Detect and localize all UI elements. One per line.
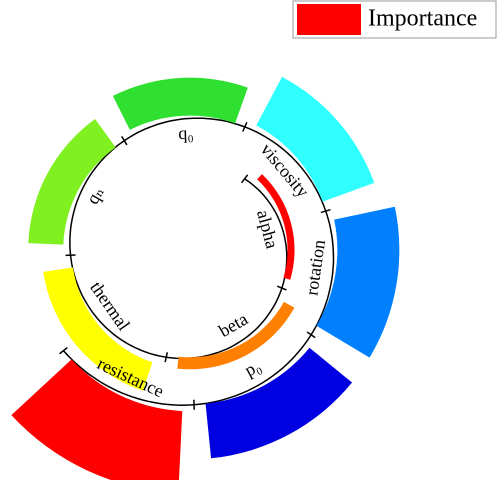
axis-tick: [164, 352, 169, 363]
axis-tick: [306, 331, 316, 339]
bar: [256, 76, 375, 202]
bar: [28, 118, 116, 245]
axis-spiral: [62, 117, 335, 406]
category-label: rotation: [301, 238, 329, 296]
category-label: p₀: [241, 355, 264, 380]
legend-swatch: [297, 4, 361, 35]
axis-tick: [320, 208, 331, 214]
category-label: alpha: [253, 208, 282, 251]
legend-label: Importance: [368, 6, 477, 32]
legend: Importance: [292, 0, 497, 39]
category-label: beta: [215, 309, 251, 341]
axis-tick: [276, 285, 287, 291]
bar: [177, 301, 295, 370]
axis-tick: [59, 346, 68, 355]
axis-tick: [240, 174, 249, 184]
bar: [112, 77, 248, 130]
bar: [316, 206, 400, 358]
axis-tick: [242, 122, 248, 132]
bar: [43, 267, 153, 391]
category-label: qₙ: [82, 183, 108, 208]
category-label: q₀: [178, 123, 194, 144]
bar: [11, 359, 183, 480]
bar: [257, 174, 295, 280]
axis-tick: [121, 135, 128, 146]
bar: [205, 347, 353, 459]
